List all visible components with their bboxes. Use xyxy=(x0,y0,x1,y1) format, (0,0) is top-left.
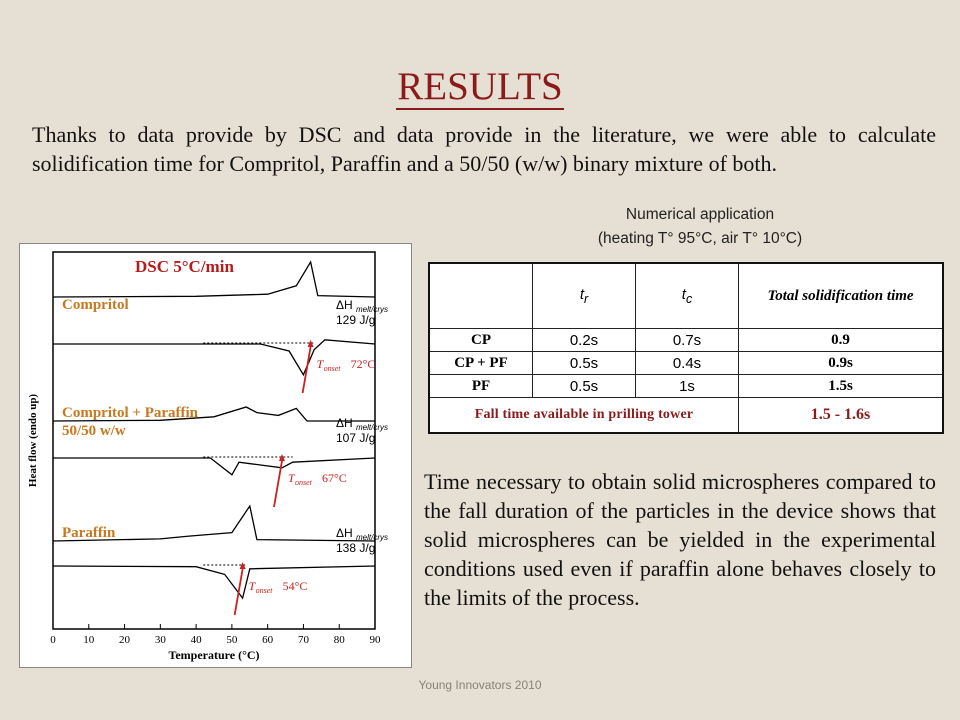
numerical-application-line2: (heating T° 95°C, air T° 10°C) xyxy=(597,230,803,247)
row-tc: 1s xyxy=(635,374,739,398)
numerical-application-caption: Numerical application (heating T° 95°C, … xyxy=(540,203,860,251)
series-label: Compritol xyxy=(62,297,129,313)
row-label: CP xyxy=(428,328,533,352)
y-axis-label: Heat flow (endo up) xyxy=(27,394,39,488)
row-total: 0.9 xyxy=(738,328,944,352)
x-tick-label: 70 xyxy=(298,634,310,646)
x-tick-label: 40 xyxy=(191,634,203,646)
delta-h-label: ΔH xyxy=(336,298,353,312)
x-tick-label: 10 xyxy=(83,634,95,646)
delta-h-subscript: melt/crys xyxy=(356,533,388,542)
chart-title: DSC 5°C/min xyxy=(135,257,234,276)
x-tick-label: 90 xyxy=(370,634,382,646)
onset-value: 54°C xyxy=(283,579,308,593)
onset-arrow xyxy=(273,460,283,508)
dsc-chart-svg: 0 10 20 30 40 50 60 70 80 90 Temperature (°C) Heat … xyxy=(27,251,388,662)
onset-value: 72°C xyxy=(351,357,376,371)
x-tick-label: 0 xyxy=(50,634,56,646)
table-row: PF 0.5s 1s 1.5s xyxy=(428,374,944,398)
conclusion-paragraph: Time necessary to obtain solid microsphe… xyxy=(424,469,936,610)
heating-curve xyxy=(52,504,376,542)
slide-title-text: RESULTS xyxy=(396,65,564,110)
intro-paragraph: Thanks to data provide by DSC and data p… xyxy=(32,122,936,176)
onset-arrow xyxy=(301,346,312,394)
row-tc: 0.4s xyxy=(635,351,739,375)
cooling-curve xyxy=(52,565,376,600)
delta-h-value: 138 J/g xyxy=(336,541,375,555)
onset-label: T xyxy=(288,471,296,485)
numerical-application-line1: Numerical application xyxy=(625,206,775,223)
delta-h-subscript: melt/crys xyxy=(356,305,388,314)
onset-subscript: onset xyxy=(256,586,274,595)
footer-value: 1.5 - 1.6s xyxy=(738,397,944,434)
row-total: 0.9s xyxy=(738,351,944,375)
table-row: CP 0.2s 0.7s 0.9 xyxy=(428,328,944,352)
onset-arrowhead xyxy=(239,562,246,569)
onset-label: T xyxy=(317,357,325,371)
x-tick-label: 20 xyxy=(119,634,131,646)
x-tick-label: 80 xyxy=(334,634,346,646)
onset-label: T xyxy=(249,579,257,593)
onset-subscript: onset xyxy=(295,478,313,487)
row-label: PF xyxy=(428,374,533,398)
row-tr: 0.5s xyxy=(532,351,636,375)
table-footer-row: Fall time available in prilling tower 1.… xyxy=(428,397,944,434)
cooling-curve xyxy=(53,339,376,377)
onset-subscript: onset xyxy=(324,364,342,373)
table-header-tc: tc xyxy=(635,262,739,329)
delta-h-label: ΔH xyxy=(336,416,353,430)
row-tc: 0.7s xyxy=(635,328,739,352)
series-label: 50/50 w/w xyxy=(62,423,126,439)
cooling-curve xyxy=(53,457,376,476)
row-tr: 0.5s xyxy=(532,374,636,398)
heating-curve xyxy=(52,406,375,422)
plot-frame xyxy=(52,251,376,630)
solidification-table: tr tc Total solidification time CP 0.2s … xyxy=(428,262,944,434)
x-tick-label: 50 xyxy=(226,634,238,646)
footer-text: Young Innovators 2010 xyxy=(418,678,542,692)
dsc-chart: 0 10 20 30 40 50 60 70 80 90 Temperature (°C) Heat … xyxy=(19,243,412,668)
table-header-row: tr tc Total solidification time xyxy=(428,262,944,329)
x-tick-label: 60 xyxy=(262,634,274,646)
delta-h-value: 107 J/g xyxy=(336,431,375,445)
x-tick-label: 30 xyxy=(155,634,167,646)
row-tr: 0.2s xyxy=(532,328,636,352)
onset-arrow xyxy=(233,568,244,616)
table-row: CP + PF 0.5s 0.4s 0.9s xyxy=(428,351,944,375)
table-header-total: Total solidification time xyxy=(738,262,944,329)
onset-arrowhead xyxy=(307,340,314,347)
delta-h-subscript: melt/crys xyxy=(356,423,388,432)
series-label: Compritol + Paraffin xyxy=(62,405,199,421)
table-header-empty xyxy=(428,262,533,329)
heating-curve xyxy=(52,260,376,298)
onset-value: 67°C xyxy=(322,471,347,485)
table-header-tr: tr xyxy=(532,262,636,329)
onset-arrowhead xyxy=(278,454,285,461)
footer-label: Fall time available in prilling tower xyxy=(428,397,739,434)
x-axis-label: Temperature (°C) xyxy=(168,648,259,662)
series-label: Paraffin xyxy=(62,525,116,541)
row-label: CP + PF xyxy=(428,351,533,375)
delta-h-label: ΔH xyxy=(336,526,353,540)
slide-title: RESULTS xyxy=(0,64,960,110)
row-total: 1.5s xyxy=(738,374,944,398)
delta-h-value: 129 J/g xyxy=(336,313,375,327)
